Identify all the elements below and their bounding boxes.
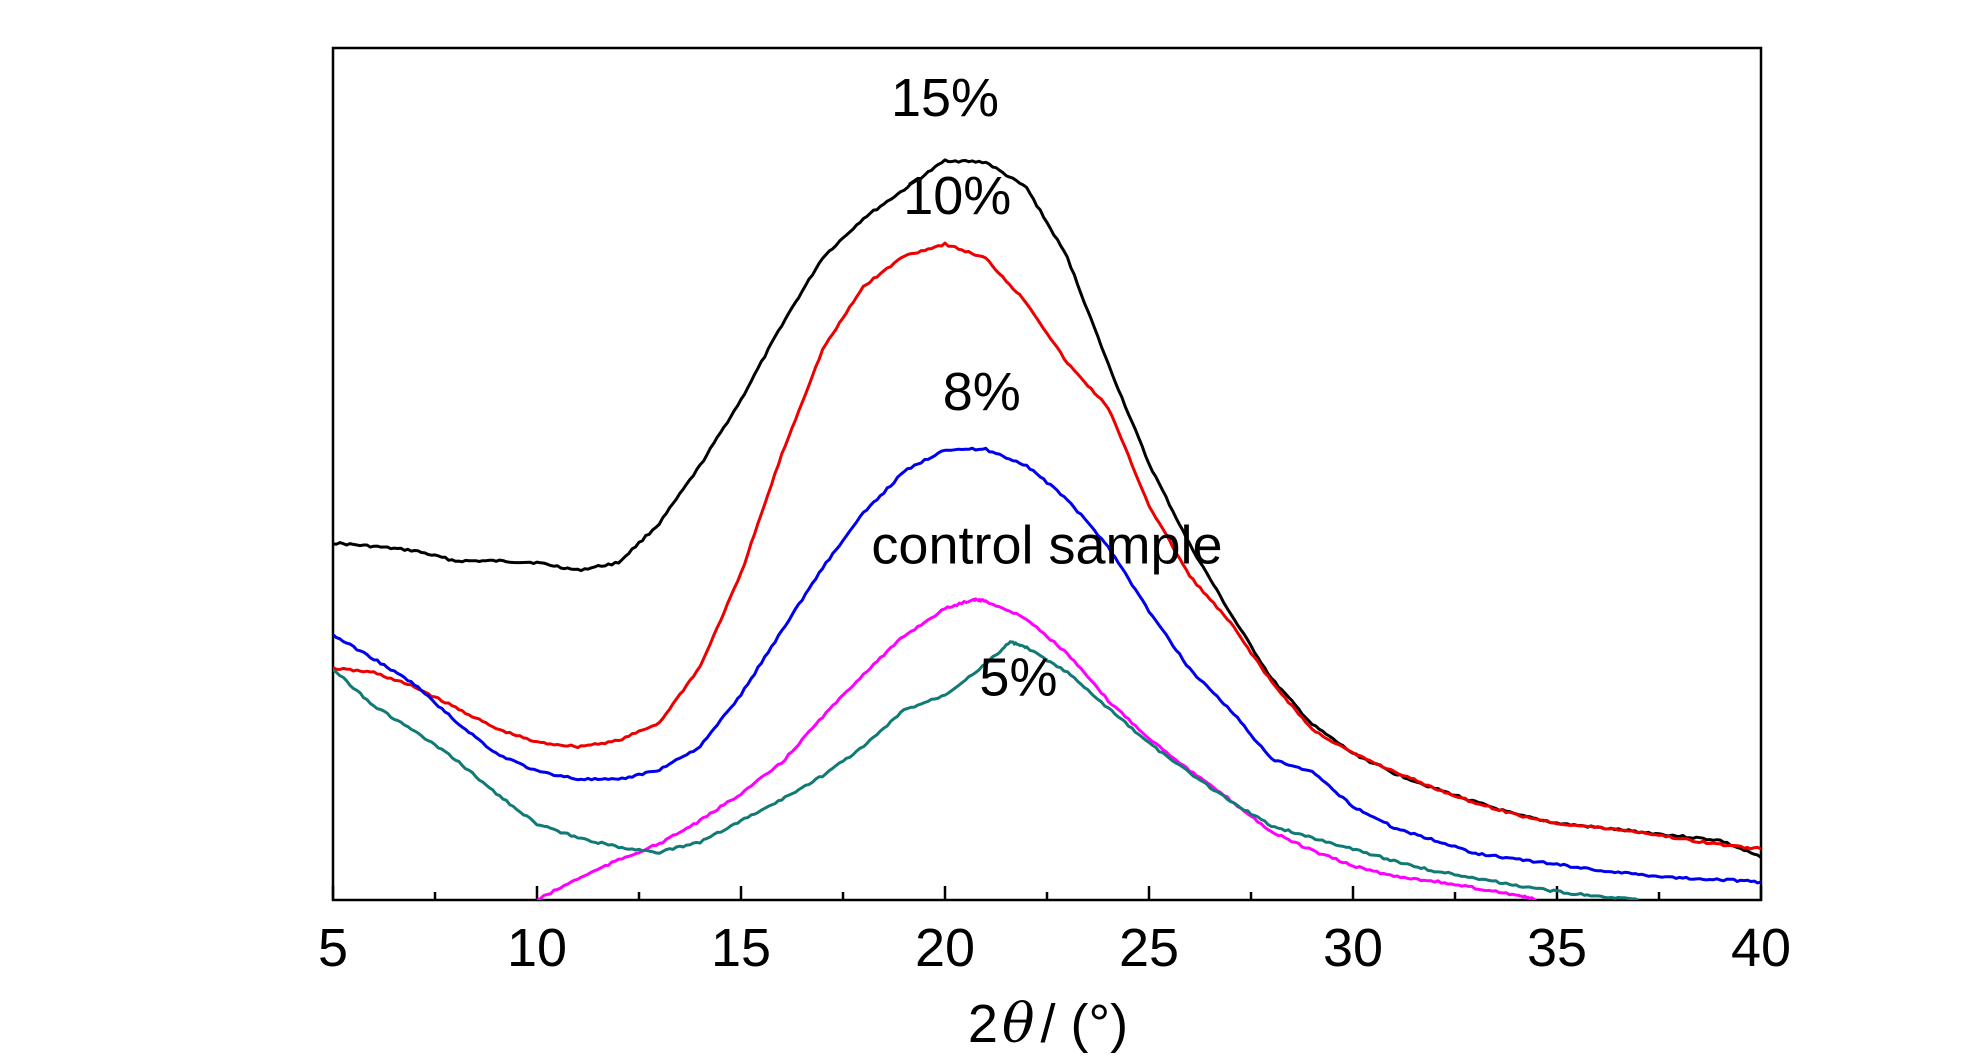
series-line-4 [333,640,1640,900]
x-tick-label: 35 [1527,918,1587,978]
curve-label: 8% [943,362,1021,422]
x-axis-title-symbol: θ [1002,992,1035,1055]
x-tick-label: 5 [318,918,348,978]
x-tick-label: 15 [711,918,771,978]
curve-label: control sample [871,515,1222,575]
curve-label: 15% [891,68,999,128]
x-tick-label: 20 [915,918,975,978]
x-tick-label: 25 [1119,918,1179,978]
x-axis-title-suffix: / (°) [1040,994,1128,1054]
x-axis-ticks [331,886,1763,900]
x-axis-title-prefix: 2 [968,994,998,1054]
curve-label: 5% [979,648,1057,708]
x-tick-label: 30 [1323,918,1383,978]
x-tick-label: 10 [507,918,567,978]
curve-labels: 15% 10% 8% control sample 5% [871,68,1222,707]
x-tick-label: 40 [1731,918,1791,978]
x-axis-title: 2θ / (°) [968,992,1128,1055]
curve-label: 10% [903,166,1011,226]
series-line-3 [536,597,1537,900]
series-line-0 [333,158,1761,859]
series-group [333,158,1761,900]
x-axis-tick-labels: 5 10 15 20 25 30 35 40 [318,918,1791,978]
series-line-2 [333,446,1761,885]
series-line-1 [333,241,1761,851]
